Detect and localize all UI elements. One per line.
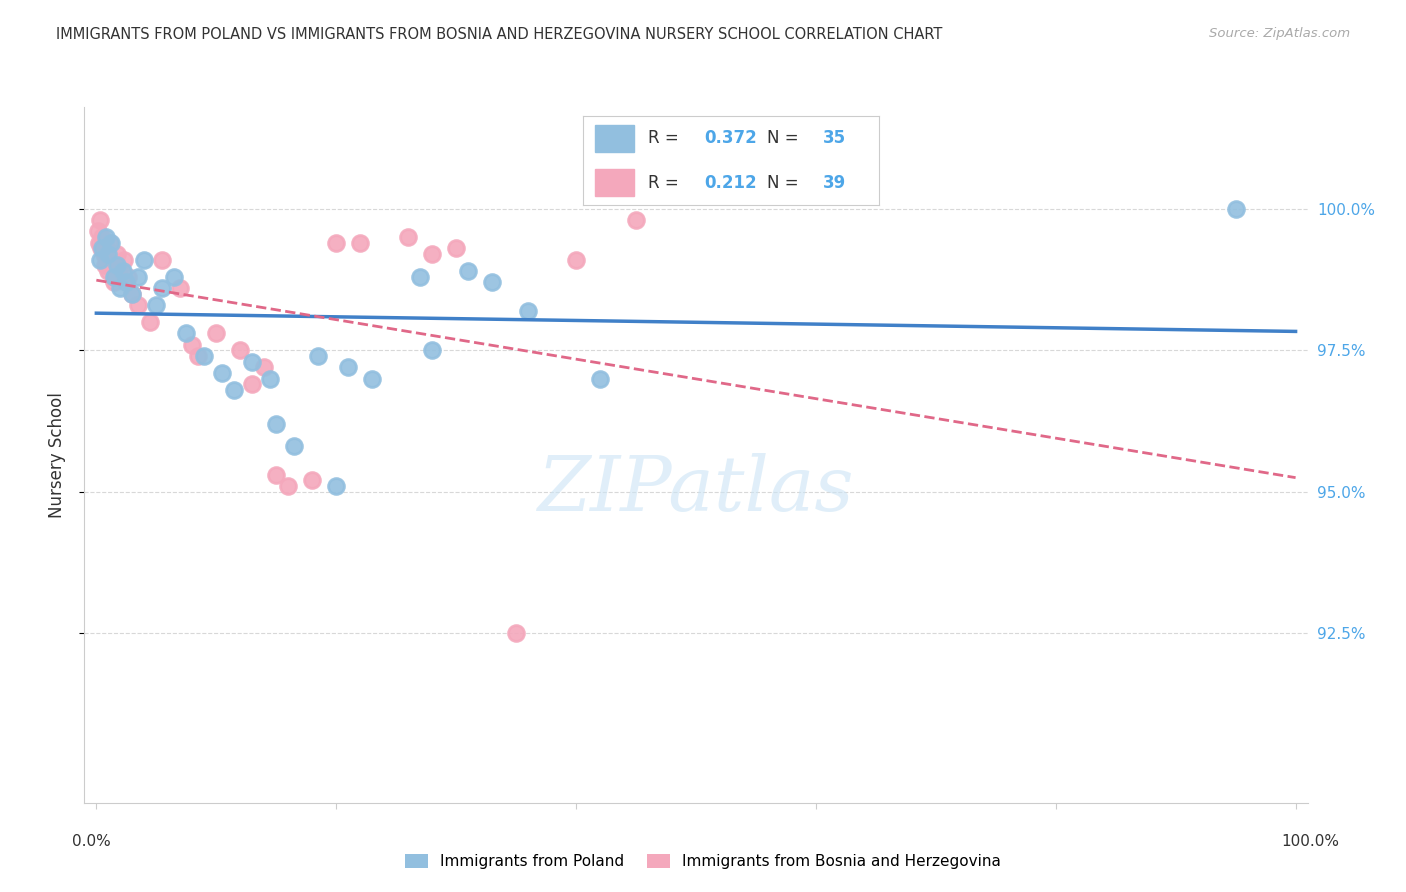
Point (89, 213, 111, 227)
Point (103, 269, 125, 284)
Point (97, 247, 120, 261)
Point (150, 252, 173, 267)
Point (86, 225, 108, 239)
Point (91, 242, 114, 256)
Text: 0.372: 0.372 (704, 129, 758, 147)
Point (150, 281, 173, 295)
Point (349, 235, 371, 250)
Point (121, 286, 143, 301)
Text: Source: ZipAtlas.com: Source: ZipAtlas.com (1209, 27, 1350, 40)
Point (127, 269, 149, 284)
Point (89, 252, 111, 267)
Point (420, 247, 443, 261)
Point (110, 281, 132, 295)
Point (103, 276, 125, 290)
Point (224, 383, 246, 397)
Point (264, 417, 287, 431)
FancyBboxPatch shape (595, 125, 634, 152)
Point (211, 366, 233, 380)
Point (481, 276, 503, 290)
Point (145, 298, 167, 312)
Text: R =: R = (648, 129, 685, 147)
Text: ZIPatlas: ZIPatlas (537, 453, 855, 526)
Point (94, 230, 117, 244)
Point (87, 235, 110, 250)
Point (253, 360, 276, 375)
Point (100, 235, 122, 250)
Point (517, 303, 540, 318)
Text: 0.0%: 0.0% (72, 834, 111, 849)
Text: N =: N = (766, 129, 803, 147)
Text: 0.212: 0.212 (704, 174, 758, 192)
Point (565, 252, 588, 267)
Point (229, 343, 252, 358)
Point (409, 269, 432, 284)
Point (187, 349, 209, 363)
Point (259, 371, 281, 385)
Point (337, 360, 360, 375)
Point (101, 259, 124, 273)
Point (93, 247, 115, 261)
Point (111, 264, 134, 278)
Point (134, 252, 156, 267)
Text: 100.0%: 100.0% (1281, 834, 1340, 849)
Point (90, 242, 112, 256)
Point (240, 354, 263, 368)
Point (110, 269, 132, 284)
Text: N =: N = (766, 174, 803, 192)
Point (181, 337, 204, 351)
Point (361, 371, 384, 385)
Point (589, 371, 612, 385)
Point (624, 213, 647, 227)
Point (420, 343, 443, 358)
Point (117, 269, 139, 284)
Legend: Immigrants from Poland, Immigrants from Bosnia and Herzegovina: Immigrants from Poland, Immigrants from … (399, 848, 1007, 875)
Point (127, 298, 149, 312)
Text: 39: 39 (823, 174, 846, 192)
Point (264, 467, 287, 482)
Y-axis label: Nursery School: Nursery School (48, 392, 66, 518)
Point (96, 252, 118, 267)
Point (444, 242, 467, 256)
Point (112, 252, 135, 267)
Point (94, 242, 117, 256)
Text: IMMIGRANTS FROM POLAND VS IMMIGRANTS FROM BOSNIA AND HERZEGOVINA NURSERY SCHOOL : IMMIGRANTS FROM POLAND VS IMMIGRANTS FRO… (56, 27, 942, 42)
Point (115, 276, 138, 290)
Point (98, 235, 121, 250)
Point (193, 349, 215, 363)
Point (105, 259, 128, 273)
Point (169, 281, 191, 295)
FancyBboxPatch shape (595, 169, 634, 196)
Point (174, 326, 197, 341)
Point (505, 626, 527, 640)
Point (301, 474, 323, 488)
Point (91, 230, 114, 244)
Text: R =: R = (648, 174, 685, 192)
Point (396, 230, 419, 244)
Point (457, 264, 479, 278)
Point (1225, 202, 1247, 216)
Point (163, 269, 186, 284)
Point (325, 479, 347, 493)
Point (277, 479, 299, 493)
Text: 35: 35 (823, 129, 846, 147)
Point (283, 439, 305, 453)
Point (97, 264, 120, 278)
Point (93, 259, 117, 273)
Point (240, 377, 263, 392)
Point (139, 315, 162, 329)
Point (205, 326, 228, 341)
Point (121, 286, 143, 301)
Point (325, 235, 347, 250)
Point (105, 247, 128, 261)
Point (307, 349, 329, 363)
